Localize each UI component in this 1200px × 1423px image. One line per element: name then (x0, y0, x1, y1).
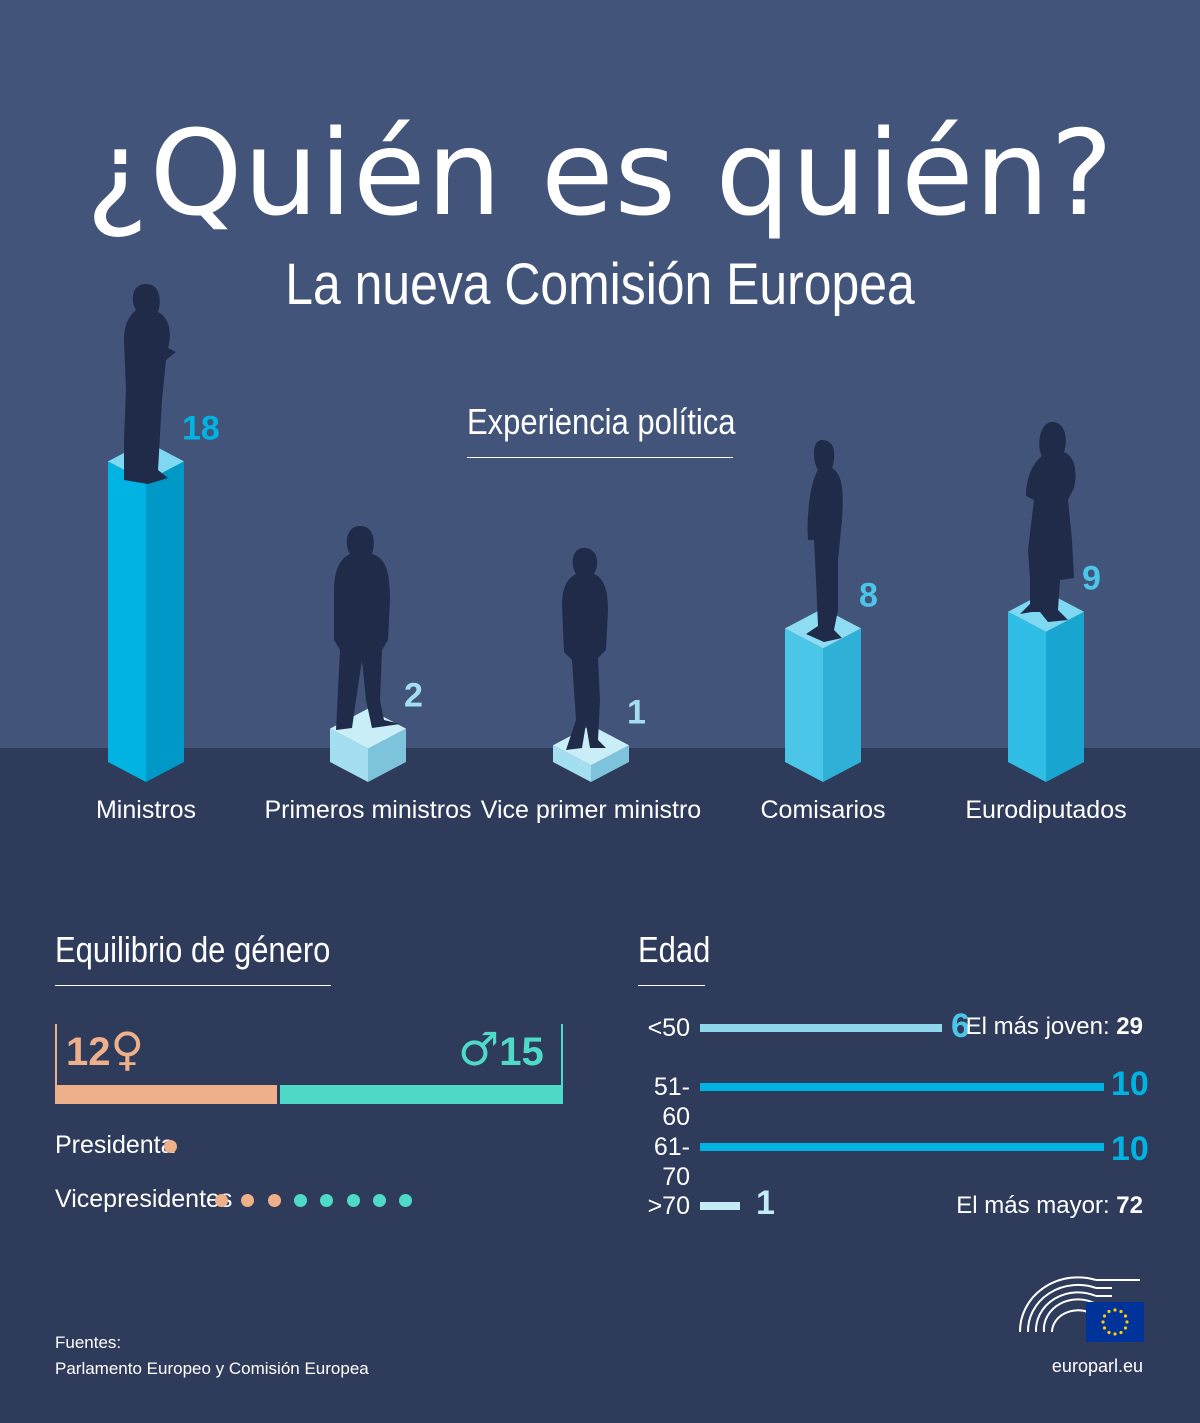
youngest-label: El más joven: (965, 1013, 1110, 1040)
bar-right-face (146, 461, 184, 782)
oldest-value: 72 (1116, 1192, 1143, 1219)
category-label: Primeros ministros (265, 796, 472, 824)
oldest-note: El más mayor: 72 (843, 1191, 1143, 1221)
bar-1 (108, 441, 184, 782)
youngest-value: 29 (1116, 1013, 1143, 1040)
sources-text: Parlamento Europeo y Comisión Europea (55, 1359, 369, 1378)
gender-heading-underline (55, 985, 331, 986)
gender-heading: Equilibrio de género (55, 929, 331, 970)
value-label: 2 (404, 677, 423, 715)
member-dot (372, 1194, 386, 1207)
category-label: Eurodiputados (965, 796, 1126, 824)
value-label: 1 (627, 693, 646, 731)
bar-left-face (553, 745, 591, 782)
male-count-group: ♂15 (458, 1026, 544, 1075)
value-label: 9 (1082, 560, 1101, 598)
member-dot (241, 1194, 255, 1207)
male-count: 15 (499, 1030, 544, 1074)
figures-layer (124, 284, 1076, 750)
bar-right-face (823, 628, 861, 782)
female-count: 12 (66, 1030, 111, 1074)
member-dot (164, 1140, 177, 1153)
presidenta-label: Presidenta (55, 1131, 175, 1159)
experience-chart: 18 Ministros 2 Primeros ministros 1 Vice prim… (96, 284, 1127, 824)
member-dot (346, 1194, 360, 1207)
male-bar (280, 1085, 562, 1104)
subtitle: La nueva Comisión Europea (285, 252, 915, 317)
silhouette-ministros (124, 284, 176, 484)
age-bar-under-50 (700, 1024, 942, 1032)
age-label-51-60: 51-60 (653, 1073, 690, 1131)
bar-left-face (1008, 611, 1046, 782)
silhouette-vice-primer-ministro (562, 548, 608, 750)
age-label-under-50: <50 (647, 1014, 690, 1042)
oldest-label: El más mayor: (956, 1192, 1110, 1219)
member-dot (267, 1194, 281, 1207)
female-symbol-icon: ♀ (110, 1022, 145, 1076)
silhouette-eurodiputados (1020, 422, 1076, 622)
bar-left-face (785, 628, 823, 782)
bar-right-face (1046, 611, 1084, 782)
bar-5 (1008, 591, 1084, 782)
age-bar-over-70 (700, 1202, 740, 1210)
bar-right-face (368, 728, 406, 782)
europarl-logo-icon (1018, 1276, 1144, 1342)
male-tick (561, 1024, 563, 1104)
site-url: europarl.eu (1051, 1356, 1143, 1376)
age-value-61-70: 10 (1111, 1130, 1149, 1168)
main-title: ¿Quién es quién? (85, 104, 1115, 242)
experience-heading-underline (467, 457, 733, 458)
member-dot (320, 1194, 334, 1207)
age-bar-51-60 (700, 1083, 1104, 1091)
age-label-over-70: >70 (647, 1192, 690, 1220)
age-bar-61-70 (700, 1143, 1104, 1151)
bar-left-face (330, 728, 368, 782)
bar-left-face (108, 461, 146, 782)
member-dot (399, 1194, 413, 1207)
age-value-under-50: 6 (951, 1007, 970, 1045)
category-label: Comisarios (760, 796, 885, 824)
age-heading: Edad (638, 929, 711, 970)
age-value-over-70: 1 (756, 1184, 775, 1222)
age-label-61-70: 61-70 (653, 1133, 690, 1191)
silhouette-comisarios (806, 440, 843, 642)
vicepresidentes-label: Vicepresidentes (55, 1185, 233, 1213)
eu-stars-icon (1101, 1308, 1129, 1336)
age-heading-underline (638, 985, 705, 986)
value-label: 18 (182, 409, 220, 447)
silhouette-primeros-ministros (334, 526, 400, 730)
member-dot (215, 1194, 228, 1207)
female-tick (55, 1024, 57, 1104)
bar-right-face (591, 745, 629, 782)
category-label: Ministros (96, 796, 196, 824)
sources-label: Fuentes: (55, 1333, 122, 1352)
female-count-group: 12♀ (66, 1026, 144, 1075)
value-label: 8 (859, 576, 878, 614)
experience-heading: Experiencia política (467, 401, 736, 442)
male-symbol-icon: ♂ (458, 1022, 500, 1076)
female-bar (55, 1085, 277, 1104)
bars-layer: 18 Ministros 2 Primeros ministros 1 Vice prim… (96, 409, 1127, 824)
category-label: Vice primer ministro (481, 796, 701, 824)
member-dot (293, 1194, 307, 1207)
youngest-note: El más joven: 29 (843, 1012, 1143, 1042)
age-value-51-60: 10 (1111, 1065, 1149, 1103)
